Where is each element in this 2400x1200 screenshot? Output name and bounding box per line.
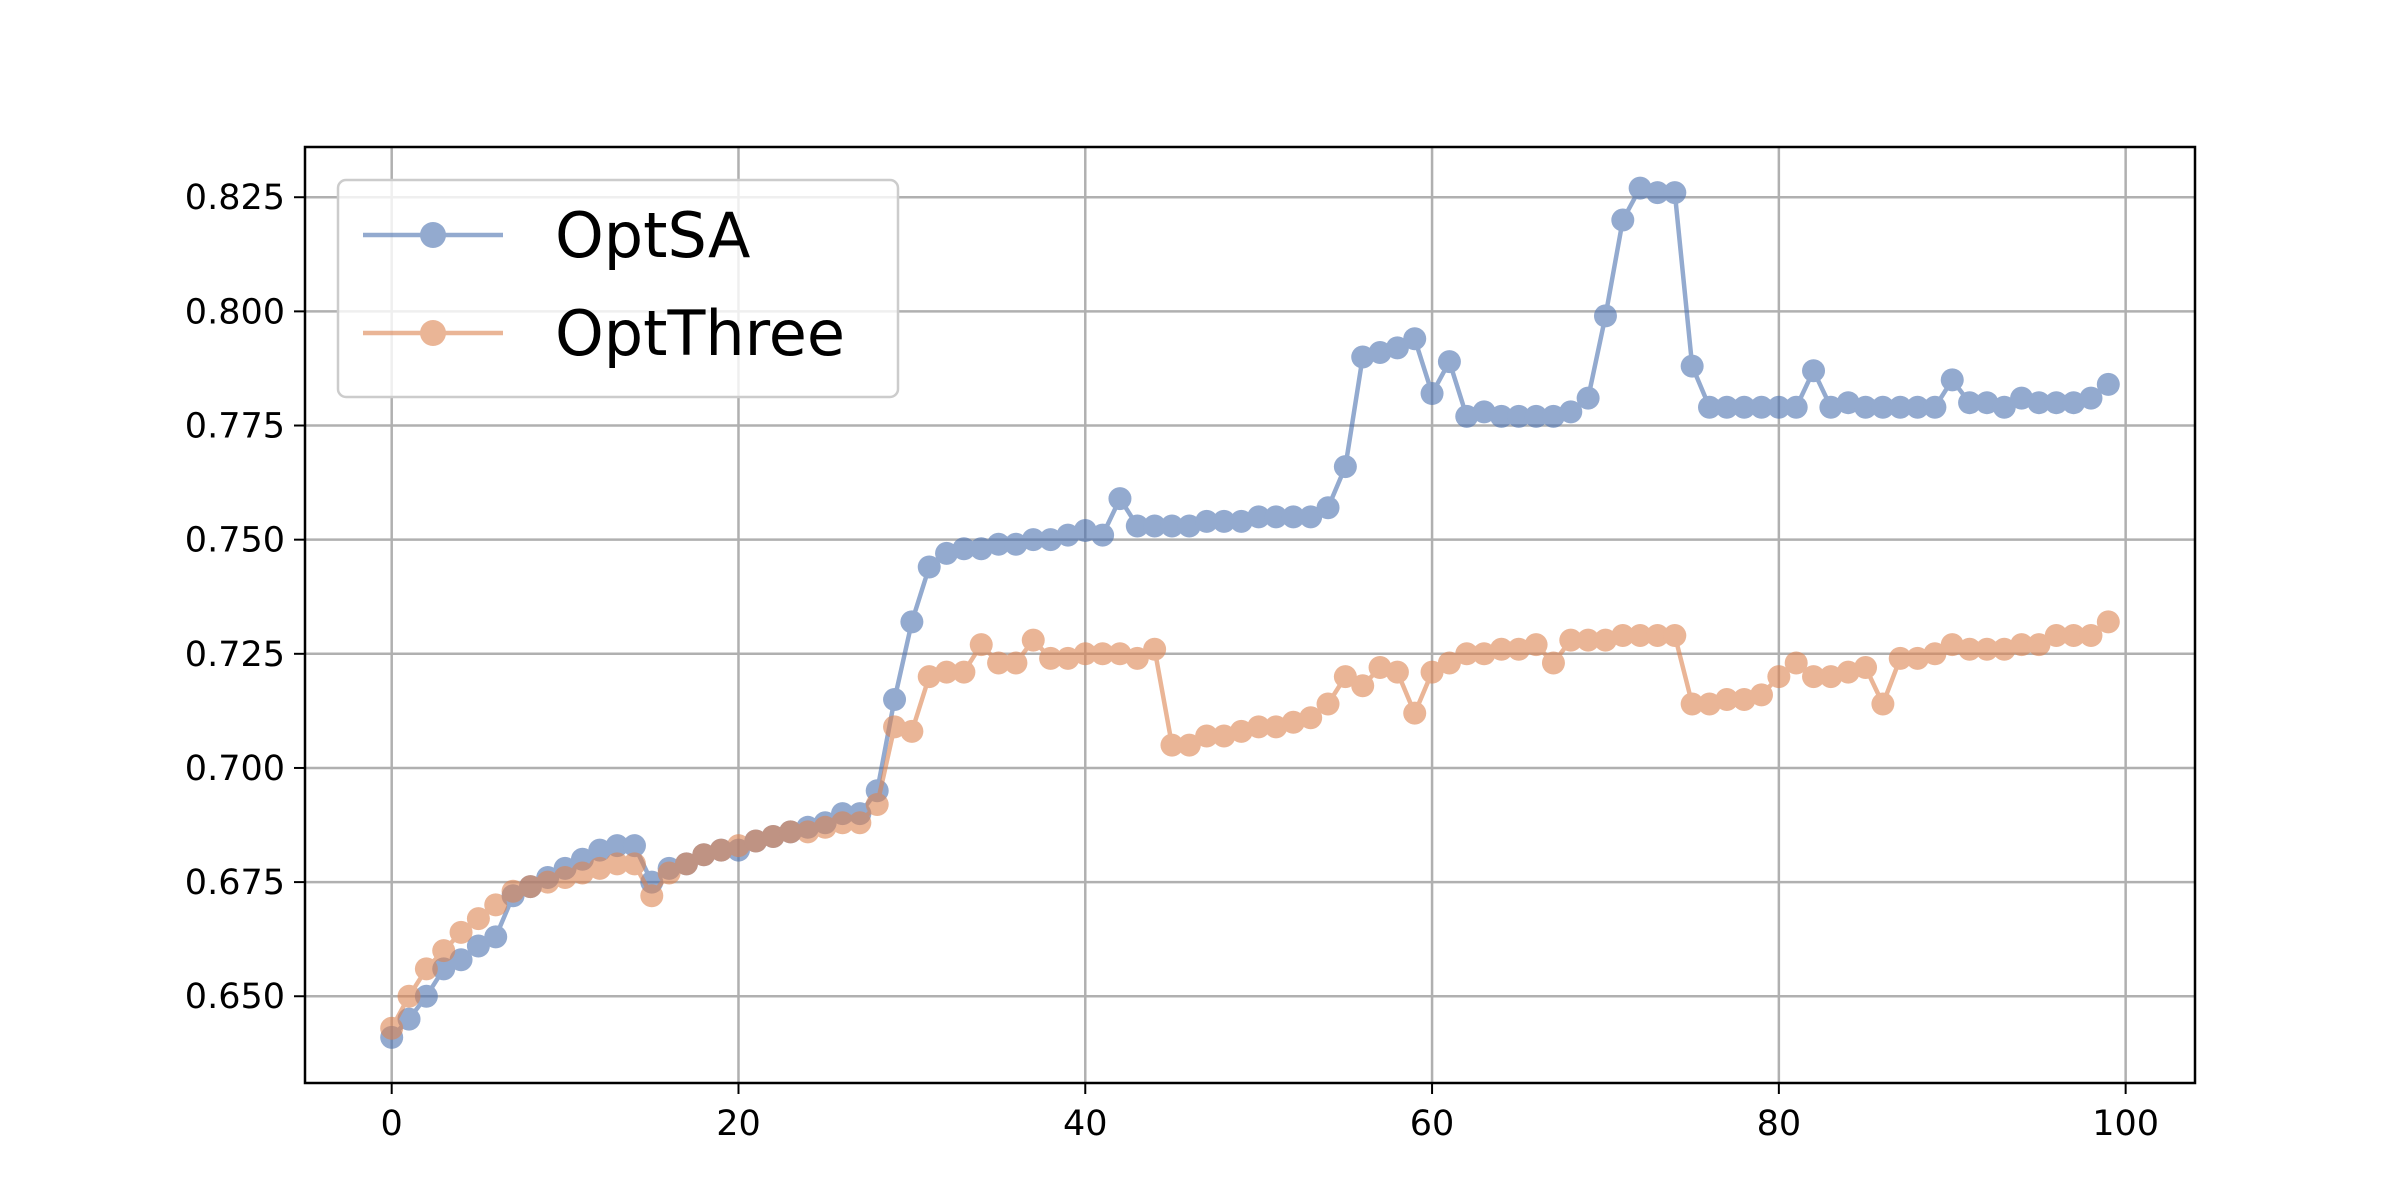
data-point (1871, 693, 1894, 716)
data-point (1108, 487, 1131, 510)
data-point (1143, 638, 1166, 661)
data-point (1403, 327, 1426, 350)
legend-label: OptThree (555, 297, 845, 370)
x-tick-label: 40 (1063, 1104, 1108, 1144)
data-point (1421, 382, 1444, 405)
data-point (1854, 656, 1877, 679)
data-point (866, 793, 889, 816)
data-point (900, 610, 923, 633)
data-point (1663, 624, 1686, 647)
data-point (848, 811, 871, 834)
y-tick-label: 0.750 (185, 521, 285, 561)
data-point (623, 852, 646, 875)
legend: OptSA OptThree (338, 180, 898, 397)
data-point (415, 957, 438, 980)
data-point (2097, 373, 2120, 396)
data-point (1542, 651, 1565, 674)
legend-marker (420, 320, 446, 346)
data-point (883, 688, 906, 711)
data-point (1022, 629, 1045, 652)
series-optthree (380, 610, 2120, 1039)
data-point (1923, 396, 1946, 419)
data-point (1091, 524, 1114, 547)
data-point (1681, 355, 1704, 378)
data-point (952, 661, 975, 684)
data-point (1317, 496, 1340, 519)
data-point (484, 925, 507, 948)
data-point (1750, 683, 1773, 706)
y-tick-label: 0.675 (185, 863, 285, 903)
x-tick-label: 80 (1757, 1104, 1802, 1144)
data-point (1403, 702, 1426, 725)
x-tick-label: 100 (2092, 1104, 2159, 1144)
data-point (1525, 633, 1548, 656)
x-tick-label: 20 (716, 1104, 761, 1144)
y-axis: 0.650 0.675 0.700 0.725 0.750 0.775 0.800 0.825 (185, 178, 305, 1017)
data-point (1438, 350, 1461, 373)
x-tick-label: 60 (1410, 1104, 1455, 1144)
y-tick-label: 0.775 (185, 407, 285, 447)
data-point (2097, 610, 2120, 633)
data-point (1594, 304, 1617, 327)
data-point (1663, 181, 1686, 204)
data-point (1334, 455, 1357, 478)
data-point (1351, 674, 1374, 697)
y-tick-label: 0.800 (185, 292, 285, 332)
data-point (1317, 693, 1340, 716)
data-point (432, 939, 455, 962)
data-point (398, 985, 421, 1008)
y-tick-label: 0.700 (185, 749, 285, 789)
data-point (1577, 387, 1600, 410)
data-point (900, 720, 923, 743)
y-tick-label: 0.650 (185, 977, 285, 1017)
data-point (970, 633, 993, 656)
data-point (1941, 368, 1964, 391)
y-tick-label: 0.725 (185, 635, 285, 675)
data-point (1785, 396, 1808, 419)
data-point (1386, 661, 1409, 684)
x-axis: 0 20 40 60 80 100 (381, 1083, 2159, 1144)
data-point (1802, 359, 1825, 382)
data-point (380, 1017, 403, 1040)
legend-marker (420, 222, 446, 248)
y-tick-label: 0.825 (185, 178, 285, 218)
data-point (1611, 209, 1634, 232)
data-point (640, 884, 663, 907)
legend-label: OptSA (555, 199, 750, 272)
x-tick-label: 0 (381, 1104, 403, 1144)
data-point (1004, 651, 1027, 674)
